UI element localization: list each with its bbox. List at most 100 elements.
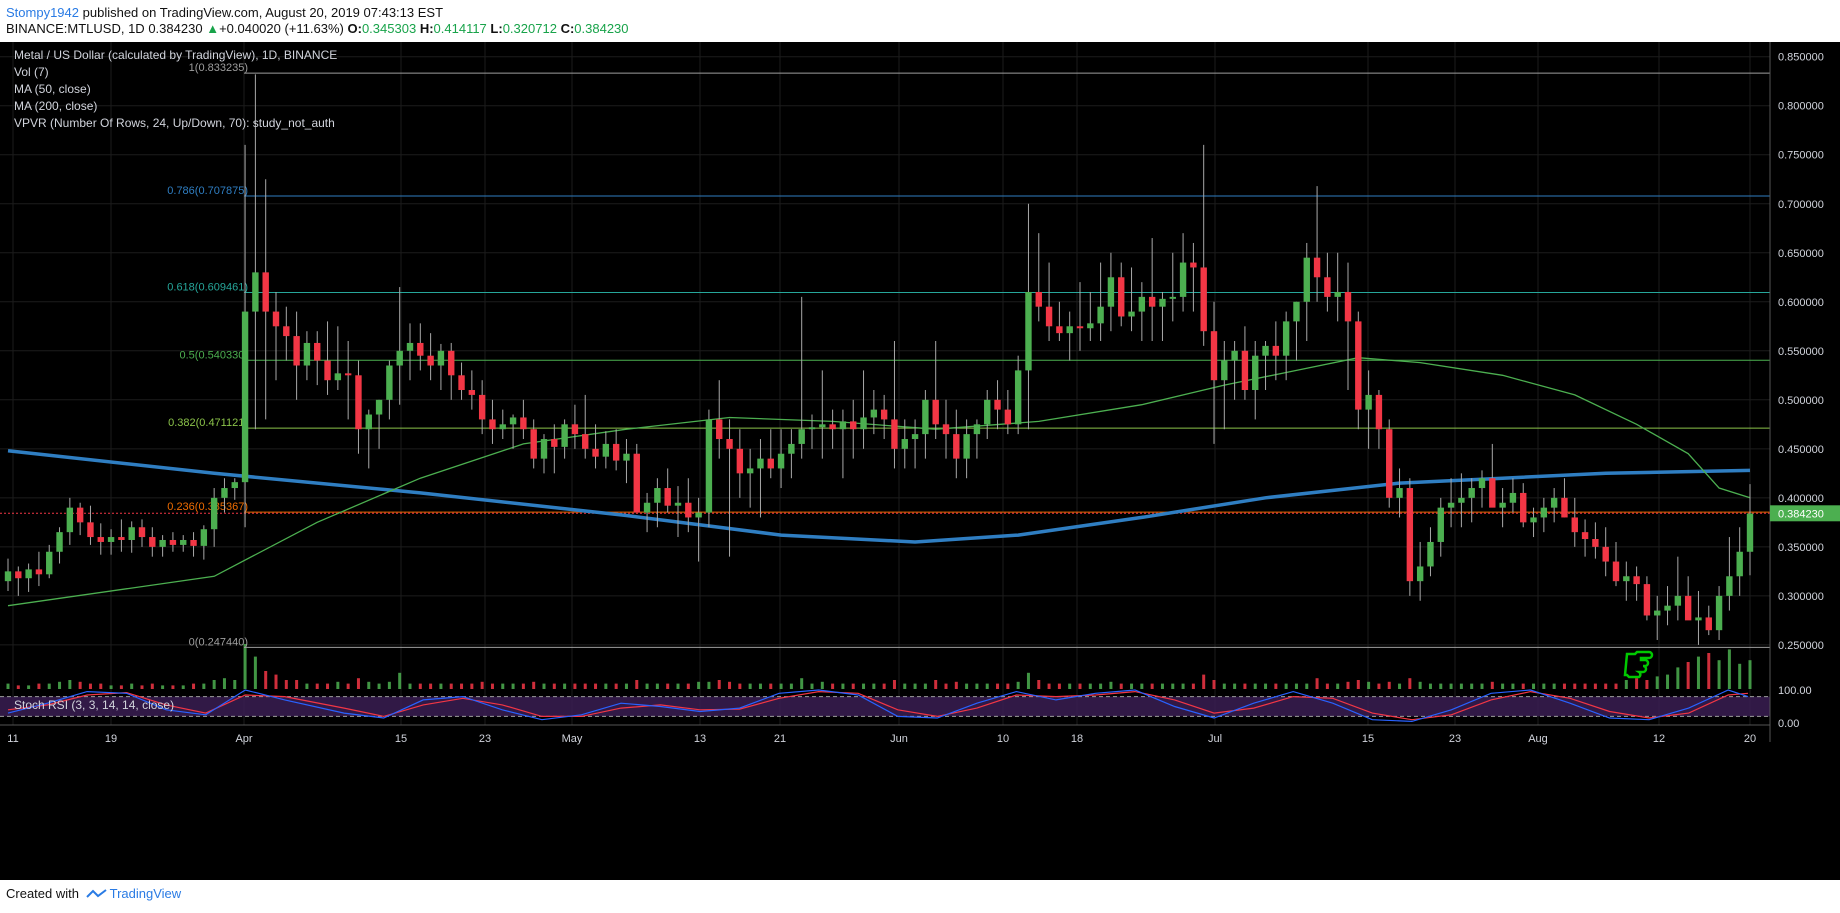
candle-up (808, 427, 816, 430)
volume-bar (1026, 672, 1030, 689)
volume-bar (707, 681, 711, 689)
legend-ma50[interactable]: MA (50, close) (14, 82, 91, 96)
volume-bar (140, 685, 144, 689)
volume-bar (666, 683, 670, 689)
fib-level-label: 0(0.247440) (189, 636, 248, 648)
volume-bar (1315, 678, 1319, 689)
legend-volume[interactable]: Vol (7) (14, 65, 49, 79)
volume-bar (1562, 683, 1566, 689)
volume-bar (1356, 680, 1360, 689)
candle-up (46, 551, 53, 575)
candle-up (210, 497, 218, 530)
candle-down (1076, 326, 1084, 329)
volume-bar (1428, 683, 1432, 689)
indicator-legend: Metal / US Dollar (calculated by Trading… (14, 48, 337, 130)
candle-up (1159, 298, 1166, 307)
volume-bar (1748, 660, 1752, 689)
volume-bar (831, 683, 835, 689)
candle-down (448, 350, 455, 376)
candle-down (716, 419, 723, 440)
time-tick-label: Jul (1208, 733, 1222, 745)
high-label: H: (419, 21, 434, 36)
price-tick-label: 0.400000 (1778, 493, 1824, 505)
volume-bar (1212, 680, 1216, 689)
volume-bar (1408, 678, 1412, 689)
candle-up (963, 434, 970, 459)
volume-bar (1635, 678, 1639, 689)
candle-up (25, 569, 32, 579)
candle-up (437, 350, 445, 366)
candle-down (736, 448, 744, 474)
volume-bar (460, 683, 464, 689)
candle-down (592, 448, 599, 457)
legend-vpvr[interactable]: VPVR (Number Of Rows, 24, Up/Down, 70): … (14, 116, 335, 130)
candle-up (870, 409, 878, 418)
volume-bar (1707, 653, 1711, 689)
candle-up (1746, 513, 1754, 552)
footer: Created with TradingView (6, 886, 181, 901)
candle-up (1262, 345, 1269, 356)
volume-bar (1398, 683, 1402, 689)
fib-level-label: 0.618(0.609461) (167, 282, 248, 294)
author-link[interactable]: Stompy1942 (6, 5, 79, 20)
volume-bar (748, 683, 752, 689)
candle-up (1097, 306, 1104, 324)
volume-bar (171, 685, 175, 689)
volume-bar (336, 681, 340, 689)
volume-bar (1016, 681, 1020, 689)
volume-bar (253, 656, 257, 689)
volume-bar (645, 683, 649, 689)
fib-retracement[interactable]: 1(0.833235) 0.786(0.707875) 0.618(0.609461… (0, 62, 1770, 648)
symbol-label: BINANCE:MTLUSD, 1D (6, 21, 145, 36)
candle-up (1231, 350, 1238, 361)
candle-up (654, 488, 661, 503)
candle-down (458, 375, 465, 391)
fib-level-label: 0.382(0.471121) (168, 417, 248, 429)
candle-up (1427, 541, 1434, 567)
volume-bar (284, 680, 288, 689)
volume-bar (1532, 683, 1536, 689)
candle-down (417, 342, 424, 356)
volume-bar (1521, 683, 1525, 689)
candle-down (1643, 584, 1651, 616)
candle-up (1674, 595, 1682, 606)
volume-bar (552, 683, 556, 689)
volume-bar (1655, 676, 1659, 689)
candle-down (489, 419, 496, 430)
volume-bar (954, 681, 958, 689)
candle-up (1128, 311, 1135, 317)
candle-up (66, 507, 74, 533)
time-tick-label: Jun (890, 733, 908, 745)
volume-bar (295, 680, 299, 689)
volume-bar (1449, 683, 1453, 689)
price-tick-label: 0.800000 (1778, 101, 1824, 113)
volume-bar (717, 680, 721, 689)
low-label: L: (490, 21, 503, 36)
volume-bar (676, 683, 680, 689)
candle-up (705, 419, 713, 513)
candle-down (1241, 350, 1249, 391)
candle-up (221, 488, 228, 498)
volume-bar (119, 685, 123, 689)
tradingview-link[interactable]: TradingView (109, 886, 182, 901)
candle-down (35, 569, 43, 575)
candle-down (1406, 488, 1414, 582)
candle-up (746, 468, 754, 474)
candle-down (324, 360, 331, 381)
volume-bar (274, 674, 278, 689)
candle-down (355, 375, 362, 430)
legend-ma200[interactable]: MA (200, close) (14, 99, 97, 113)
volume-bar (862, 683, 866, 689)
candle-up (1447, 502, 1455, 508)
symbol-info: BINANCE:MTLUSD, 1D 0.384230 ▲+0.040020 (… (6, 21, 629, 36)
volume-bar (1387, 681, 1391, 689)
volume-bar (470, 683, 474, 689)
candle-up (1334, 291, 1341, 297)
price-chart[interactable]: 1(0.833235) 0.786(0.707875) 0.618(0.609461… (0, 42, 1840, 880)
created-with-text: Created with (6, 886, 79, 901)
fib-level-label: 0.5(0.540330) (180, 349, 249, 361)
price-tick-label: 0.600000 (1778, 297, 1824, 309)
candle-up (375, 399, 383, 415)
price-tick-label: 0.750000 (1778, 150, 1824, 162)
volume-bar (346, 683, 350, 689)
